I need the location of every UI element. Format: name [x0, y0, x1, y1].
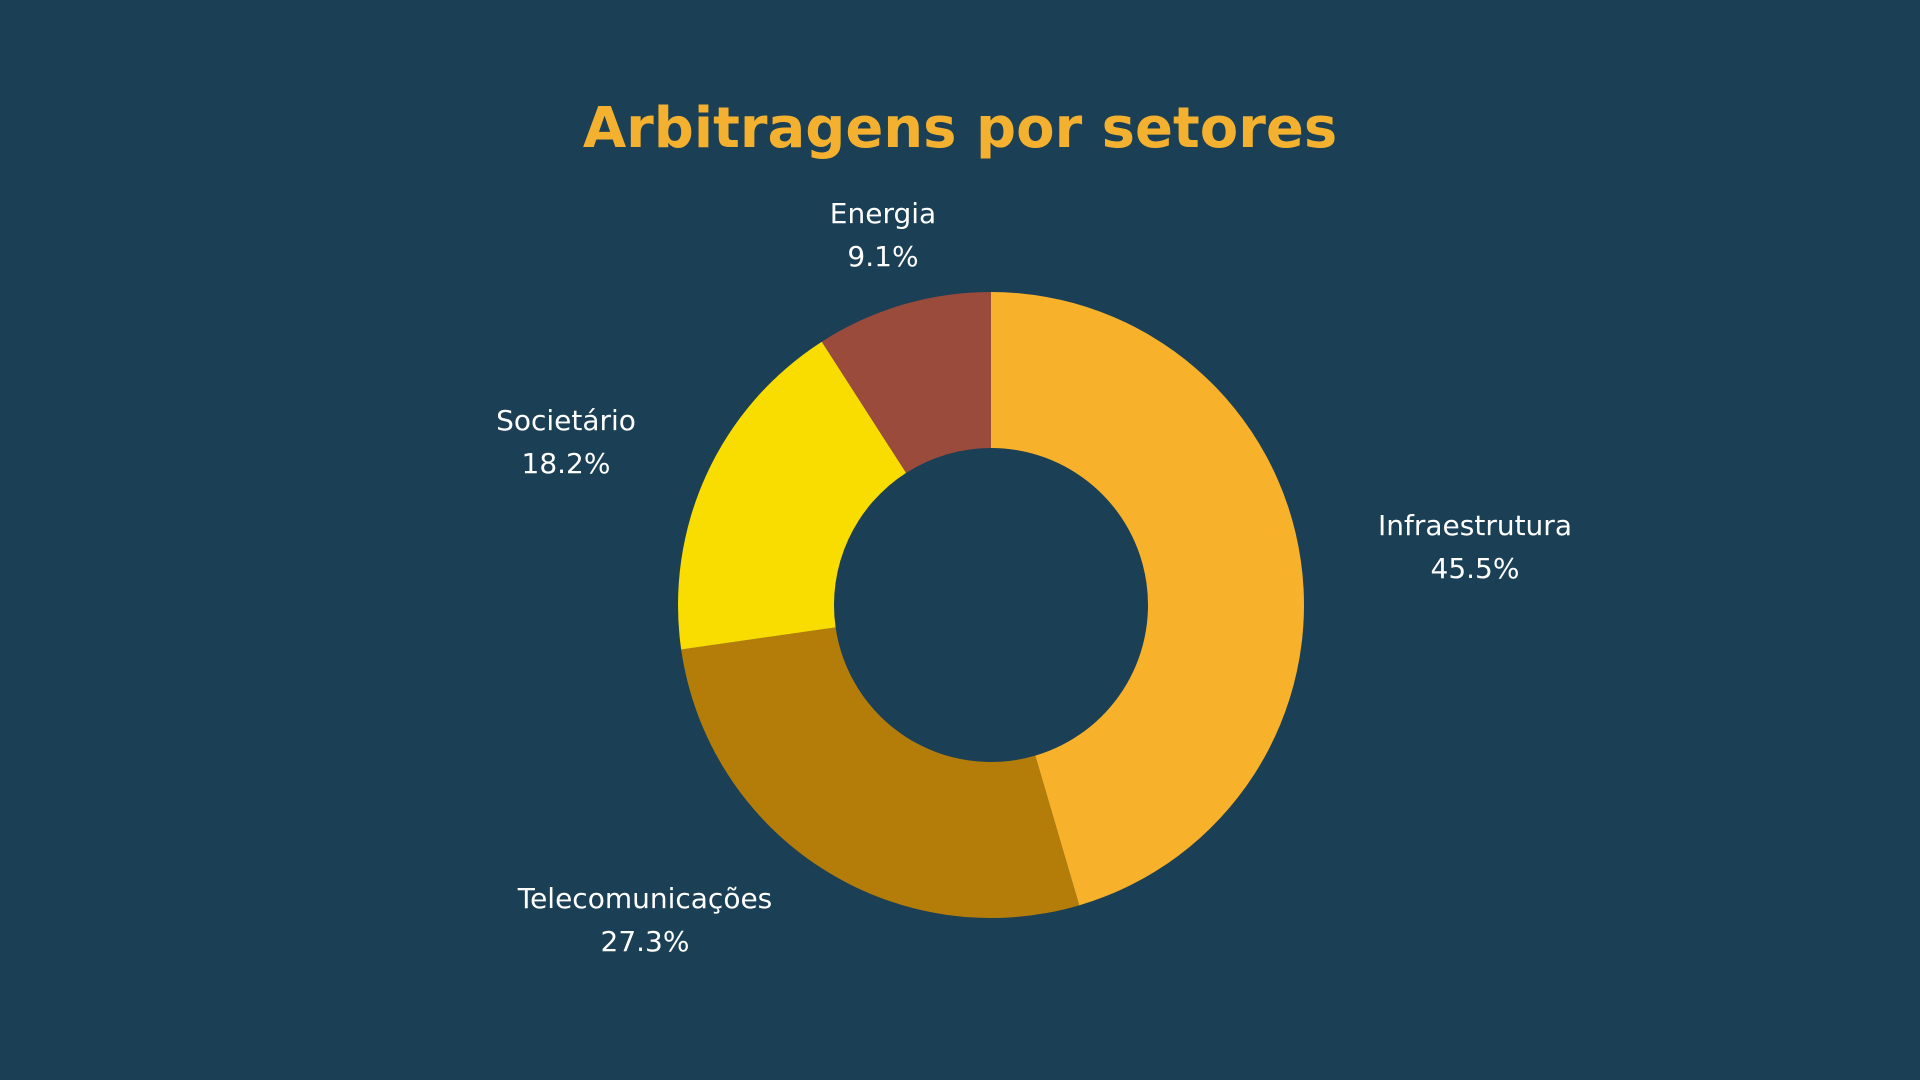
donut-slice [681, 627, 1080, 918]
slice-label: Societário [496, 404, 636, 437]
slice-label: Telecomunicações [517, 882, 773, 915]
slice-value-label: 27.3% [601, 925, 690, 958]
slice-value-label: 9.1% [847, 240, 918, 273]
donut-slice [821, 292, 991, 473]
slice-value-label: 18.2% [522, 447, 611, 480]
slice-label: Energia [830, 197, 936, 230]
slice-label: Infraestrutura [1378, 509, 1572, 542]
slice-value-label: 45.5% [1431, 552, 1520, 585]
donut-slice [991, 292, 1304, 906]
donut-slice [678, 341, 907, 650]
chart-title: Arbitragens por setores [583, 96, 1337, 161]
